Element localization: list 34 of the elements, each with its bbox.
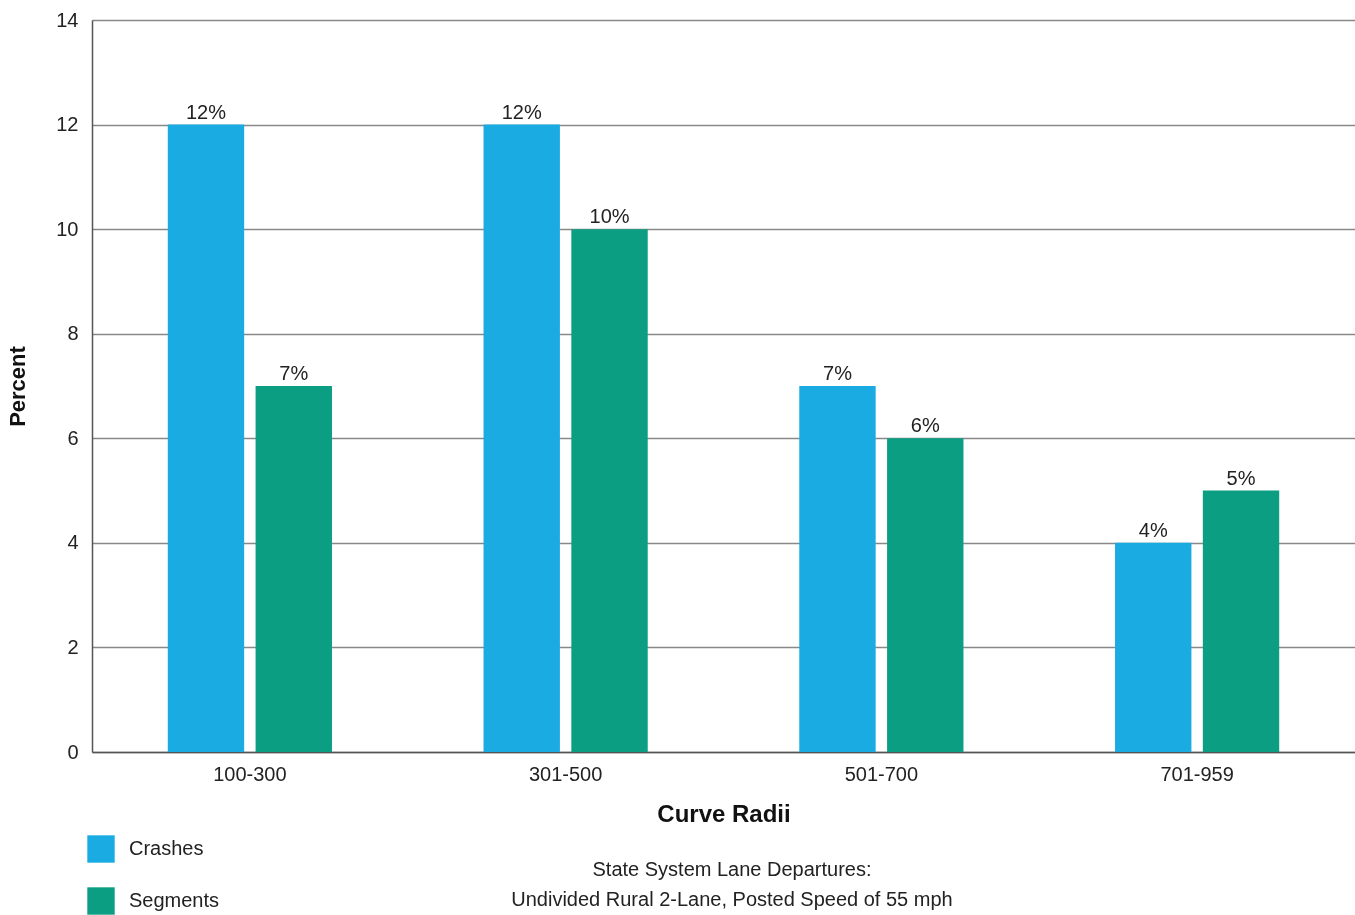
bar bbox=[799, 386, 876, 752]
data-label: 10% bbox=[589, 205, 630, 228]
x-axis-title: Curve Radii bbox=[657, 799, 791, 827]
x-tick-label: 301-500 bbox=[528, 762, 603, 785]
y-tick-label: 2 bbox=[67, 635, 79, 658]
x-tick-label: 701-959 bbox=[1160, 762, 1234, 785]
x-tick-label: 501-700 bbox=[844, 762, 919, 785]
y-axis-title: Percent bbox=[5, 345, 31, 427]
y-tick-label: 10 bbox=[56, 217, 79, 240]
y-tick-label: 0 bbox=[67, 740, 79, 763]
bar bbox=[571, 229, 648, 752]
legend-label: Segments bbox=[129, 889, 220, 911]
bar bbox=[1202, 490, 1280, 752]
bar bbox=[887, 438, 964, 752]
data-label: 5% bbox=[1226, 466, 1256, 489]
data-label: 4% bbox=[1138, 518, 1168, 541]
x-tick-label: 100-300 bbox=[213, 762, 287, 785]
y-tick-label: 4 bbox=[67, 531, 79, 554]
y-tick-label: 12 bbox=[56, 113, 79, 136]
bar bbox=[167, 124, 245, 752]
legend-label: Crashes bbox=[129, 837, 204, 859]
y-tick-label: 8 bbox=[67, 322, 79, 345]
data-label: 7% bbox=[823, 362, 853, 384]
y-tick-label: 14 bbox=[56, 8, 79, 31]
data-label: 12% bbox=[501, 100, 542, 123]
text: Undivided Rural 2-Lane, Posted Speed of 55 mph bbox=[511, 888, 953, 910]
bar bbox=[1115, 542, 1192, 752]
y-tick-label: 6 bbox=[67, 426, 79, 449]
text: State System Lane Departures: bbox=[592, 858, 872, 880]
bar bbox=[255, 386, 332, 752]
data-label: 12% bbox=[185, 100, 227, 123]
data-label: 7% bbox=[279, 362, 309, 384]
data-label: 6% bbox=[910, 414, 940, 437]
bar bbox=[483, 124, 560, 752]
